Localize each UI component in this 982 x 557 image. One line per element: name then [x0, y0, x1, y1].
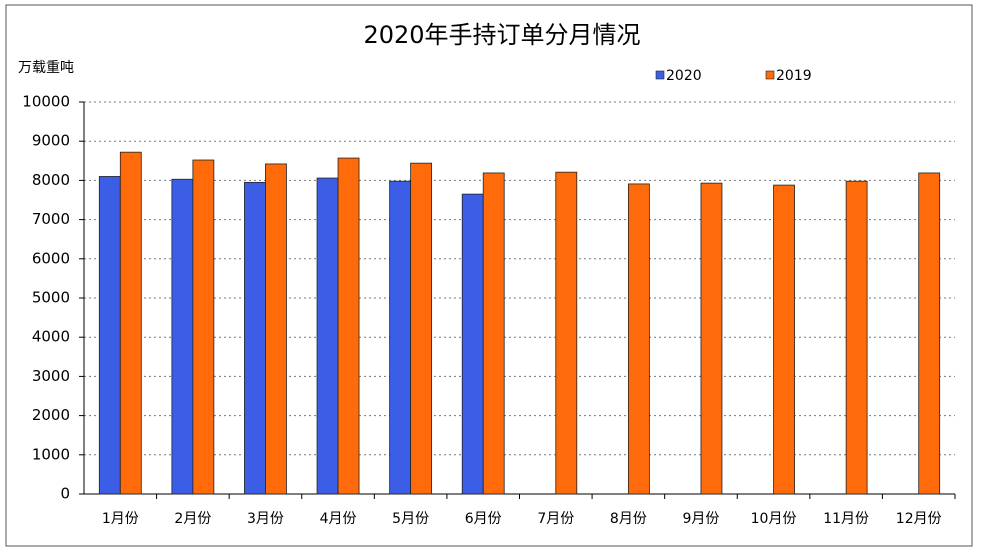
- x-tick-label: 8月份: [610, 511, 647, 527]
- legend-swatch: [765, 70, 775, 80]
- bar: [555, 171, 578, 495]
- y-tick-label: 10000: [22, 93, 70, 111]
- bar: [389, 180, 412, 495]
- y-tick-label: 3000: [32, 367, 70, 385]
- y-tick-label: 4000: [32, 328, 70, 346]
- y-tick-label: 7000: [32, 210, 70, 228]
- bar: [773, 184, 795, 495]
- bar: [482, 172, 505, 495]
- bar: [119, 151, 142, 495]
- chart-title: 2020年手持订单分月情况: [363, 21, 640, 49]
- x-tick-label: 1月份: [102, 511, 139, 527]
- bar: [461, 193, 484, 495]
- legend-label: 2020: [666, 68, 702, 84]
- bar: [845, 180, 868, 495]
- y-tick-label: 1000: [32, 445, 70, 463]
- x-tick-label: 11月份: [823, 511, 869, 527]
- y-axis-label: 万载重吨: [18, 60, 74, 76]
- x-tick-label: 7月份: [537, 511, 574, 527]
- x-tick-label: 4月份: [320, 511, 357, 527]
- bar: [316, 177, 339, 495]
- bar: [192, 159, 215, 495]
- bar: [171, 178, 194, 495]
- bar: [265, 163, 287, 495]
- y-tick-label: 9000: [32, 132, 70, 150]
- x-tick-label: 5月份: [392, 511, 429, 527]
- y-tick-label: 6000: [32, 249, 70, 267]
- y-tick-label: 2000: [32, 406, 70, 424]
- legend-label: 2019: [776, 68, 812, 84]
- bar: [410, 162, 433, 495]
- x-tick-label: 6月份: [465, 511, 502, 527]
- bar: [700, 182, 723, 495]
- x-tick-label: 9月份: [682, 511, 719, 527]
- bar: [918, 172, 941, 495]
- bar: [627, 183, 650, 495]
- y-tick-label: 0: [60, 485, 70, 503]
- bar: [98, 176, 121, 495]
- x-tick-label: 2月份: [174, 511, 211, 527]
- bar: [244, 181, 266, 495]
- x-tick-label: 10月份: [751, 511, 797, 527]
- bar: [337, 157, 360, 495]
- y-tick-label: 5000: [32, 289, 70, 307]
- legend-swatch: [655, 70, 665, 80]
- y-tick-label: 8000: [32, 171, 70, 189]
- x-tick-label: 12月份: [896, 511, 942, 527]
- x-tick-label: 3月份: [247, 511, 284, 527]
